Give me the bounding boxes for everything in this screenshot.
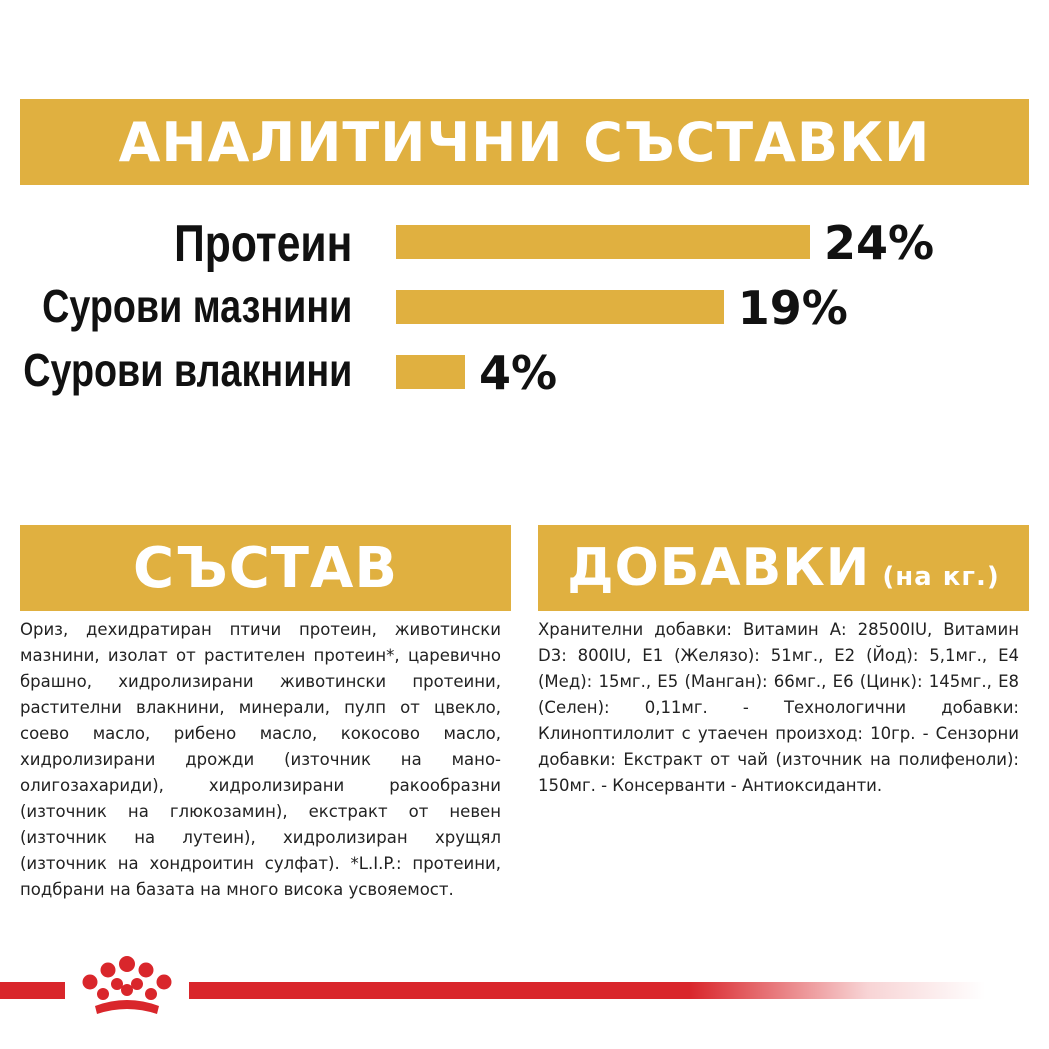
composition-header-text: СЪСТАВ xyxy=(132,535,399,601)
analytical-label: Сурови мазнини xyxy=(41,280,352,332)
additives-text: Хранителни добавки: Витамин А: 28500IU, … xyxy=(538,620,1019,795)
analytical-bar xyxy=(396,290,724,324)
composition-header: СЪСТАВ xyxy=(20,525,511,611)
analytical-label: Протеин xyxy=(173,215,352,273)
analytical-value: 4% xyxy=(479,346,558,400)
composition-text: Ориз, дехидратиран птичи протеин, животи… xyxy=(20,620,501,899)
analytical-bar xyxy=(396,355,465,389)
footer-red-line xyxy=(0,982,985,999)
additives-header-text: ДОБАВКИ xyxy=(567,538,871,598)
analytical-header: АНАЛИТИЧНИ СЪСТАВКИ xyxy=(20,99,1029,185)
royal-canin-crown-icon xyxy=(65,950,189,1024)
analytical-header-text: АНАЛИТИЧНИ СЪСТАВКИ xyxy=(118,110,931,174)
additives-unit: (на кг.) xyxy=(882,562,1000,592)
analytical-value: 19% xyxy=(737,281,848,335)
analytical-bar xyxy=(396,225,810,259)
analytical-label: Сурови влакнини xyxy=(22,344,352,396)
additives-header: ДОБАВКИ (на кг.) xyxy=(538,525,1029,611)
analytical-value: 24% xyxy=(824,216,935,270)
